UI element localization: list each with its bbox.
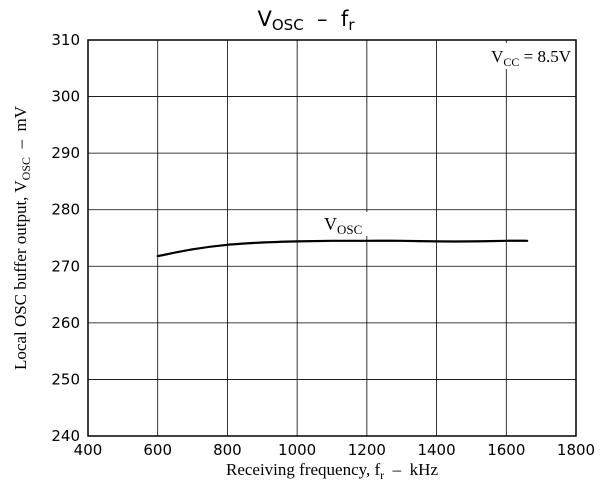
y-tick-label: 270	[51, 257, 80, 275]
x-tick-label: 1400	[417, 441, 455, 459]
y-tick-label: 280	[51, 201, 80, 219]
x-tick-label: 800	[213, 441, 242, 459]
y-axis-label: Local OSC buffer output, VOSC – mV	[11, 105, 33, 370]
vcc-annotation: VCC = 8.5V	[491, 47, 572, 69]
y-tick-label: 290	[51, 144, 80, 162]
annotation-box	[455, 43, 574, 69]
y-tick-label: 240	[51, 427, 80, 445]
plot-frame	[87, 39, 577, 437]
series-line-vosc	[156, 239, 529, 258]
series-label-bg	[322, 212, 378, 236]
y-tick-label: 250	[51, 370, 80, 388]
series-label-vosc: VOSC	[324, 214, 362, 237]
y-tick-label: 310	[51, 31, 80, 49]
x-tick-label: 1600	[487, 441, 525, 459]
y-tick-label: 260	[51, 314, 80, 332]
x-axis-label: Receiving frequency, fr – kHz	[226, 460, 438, 482]
x-tick-label: 1000	[278, 441, 316, 459]
x-tick-label: 400	[74, 441, 103, 459]
y-tick-labels: 240 250 260 270 280 290 300 310	[51, 31, 80, 445]
x-tick-label: 600	[143, 441, 172, 459]
x-tick-label: 1800	[557, 441, 595, 459]
y-tick-label: 300	[51, 88, 80, 106]
x-tick-labels: 400 600 800 1000 1200 1400 1600 1800	[74, 441, 595, 459]
grid-lines	[88, 40, 576, 436]
chart-title: VOSC – fr	[258, 7, 356, 34]
x-tick-label: 1200	[348, 441, 386, 459]
